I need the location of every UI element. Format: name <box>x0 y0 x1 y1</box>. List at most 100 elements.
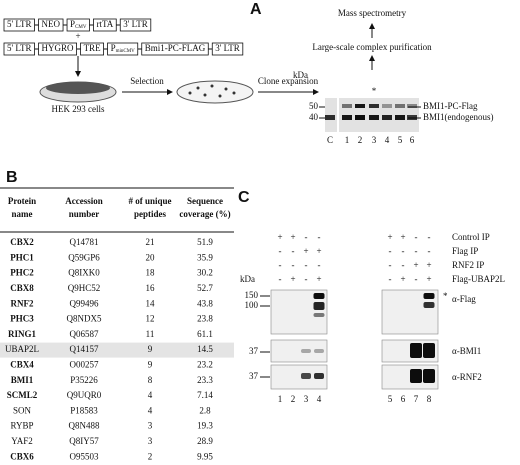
table-cell: 21 <box>146 237 155 247</box>
construct-box <box>119 18 152 32</box>
panel-label: A <box>250 1 262 18</box>
table-cell: 30.2 <box>197 268 213 278</box>
table-cell: RNF2 <box>11 298 34 308</box>
gel-band <box>369 104 379 108</box>
table-cell: 51.9 <box>197 237 213 247</box>
blot-band <box>410 343 422 358</box>
lane-label: 5 <box>398 135 403 145</box>
construct-element: HYGRO <box>42 43 75 53</box>
table-cell: 9 <box>148 359 153 369</box>
table-cell: RYBP <box>10 421 33 431</box>
sign: - <box>428 232 431 242</box>
gel-band <box>342 115 352 120</box>
blot-band <box>313 313 325 317</box>
sign: - <box>279 260 282 270</box>
kda-label: kDa <box>240 274 255 284</box>
dish <box>176 80 254 104</box>
construct-element: 3' LTR <box>215 43 240 53</box>
construct-element: TRE <box>84 43 102 53</box>
sign: - <box>415 246 418 256</box>
gel-band <box>382 104 392 108</box>
asterisk: * <box>372 86 377 96</box>
sign: + <box>316 274 321 284</box>
table-cell: 23.3 <box>197 375 213 385</box>
sign: - <box>389 246 392 256</box>
lane-label: 3 <box>304 394 309 404</box>
table-cell: Q8IXK0 <box>68 268 100 278</box>
table-cell: 35.9 <box>197 252 213 262</box>
table-header: name <box>12 209 33 219</box>
gel-band <box>407 104 417 108</box>
table-cell: 52.7 <box>197 283 213 293</box>
table-cell: P18583 <box>70 405 98 415</box>
construct-element: 5' LTR <box>7 19 32 29</box>
sign: - <box>402 260 405 270</box>
mw-marker: 40 <box>309 112 319 122</box>
blot-band <box>301 373 311 379</box>
band-label: BMI1(endogenous) <box>423 112 494 122</box>
table-cell: RING1 <box>8 329 37 339</box>
kda-label: kDa <box>293 70 308 80</box>
blot-band <box>313 302 325 310</box>
sign: - <box>318 232 321 242</box>
table-cell: Q8N488 <box>69 421 100 431</box>
sign: - <box>428 246 431 256</box>
cells-label: HEK 293 cells <box>52 104 105 114</box>
lane-label: 3 <box>372 135 377 145</box>
construct-element: PminCMV <box>111 43 136 54</box>
table-cell: Q06587 <box>70 329 99 339</box>
table-cell: 12 <box>146 314 155 324</box>
subscript: CMV <box>75 25 87 30</box>
table-header: Accession <box>65 196 103 206</box>
table-cell: 14.5 <box>197 344 213 354</box>
gel-band <box>325 115 335 120</box>
blot-label: α-BMI1 <box>452 346 481 356</box>
lane-label: 4 <box>317 394 322 404</box>
gel-band <box>355 104 365 108</box>
plus-sign: + <box>75 31 80 41</box>
construct-element: 3' LTR <box>123 19 148 29</box>
table-cell: 20 <box>146 252 156 262</box>
table-cell: 14 <box>146 298 156 308</box>
condition-label: RNF2 IP <box>452 260 484 270</box>
sign: + <box>290 274 295 284</box>
mw-marker: 150 <box>245 290 259 300</box>
lane-label: 5 <box>388 394 393 404</box>
table-cell: 18 <box>146 268 156 278</box>
subscript: minCMV <box>116 49 136 54</box>
construct-element: rtTA <box>96 19 113 29</box>
mw-marker: 37 <box>249 371 259 381</box>
table-cell: Q8IY57 <box>69 436 99 446</box>
panel-label: B <box>6 169 18 186</box>
asterisk: * <box>443 291 448 301</box>
lane-label: 4 <box>385 135 390 145</box>
cell-layer <box>46 82 110 94</box>
table-cell: YAF2 <box>11 436 33 446</box>
sign: - <box>305 232 308 242</box>
table-cell: PHC3 <box>10 314 34 324</box>
table-cell: 19.3 <box>197 421 213 431</box>
table-cell: 43.8 <box>197 298 213 308</box>
table-cell: 3 <box>148 436 153 446</box>
sign: + <box>400 232 405 242</box>
blot-band <box>423 369 435 383</box>
sign: + <box>277 232 282 242</box>
table-cell: Q99496 <box>70 298 99 308</box>
sign: - <box>292 246 295 256</box>
lane-label: 2 <box>358 135 363 145</box>
table-header: peptides <box>134 209 167 219</box>
sign: - <box>305 274 308 284</box>
lane-label: 1 <box>278 394 283 404</box>
sign: + <box>387 232 392 242</box>
blot-band <box>410 369 422 383</box>
table-cell: 3 <box>148 421 153 431</box>
blot-label: α-RNF2 <box>452 372 482 382</box>
lane-label: 8 <box>427 394 432 404</box>
sign: - <box>279 274 282 284</box>
construct-element: 5' LTR <box>7 43 32 53</box>
sign: + <box>290 232 295 242</box>
blot <box>270 339 328 363</box>
blot-band <box>423 343 435 358</box>
colonies <box>188 84 236 98</box>
